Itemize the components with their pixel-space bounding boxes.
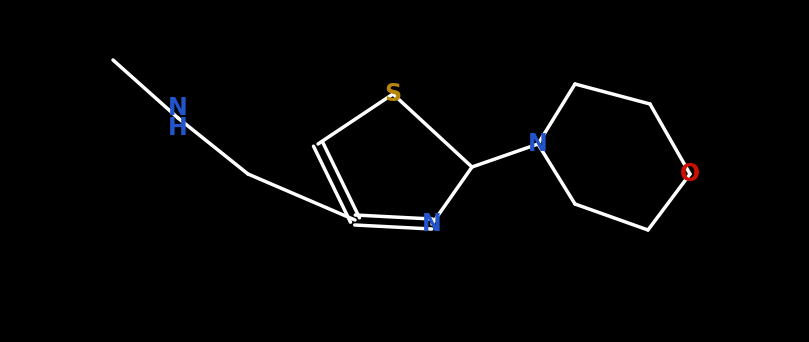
Text: S: S: [384, 82, 401, 106]
Text: N: N: [422, 212, 442, 236]
Text: N: N: [528, 132, 548, 156]
Text: O: O: [680, 162, 700, 186]
Text: H: H: [168, 116, 188, 140]
Text: N: N: [168, 96, 188, 120]
